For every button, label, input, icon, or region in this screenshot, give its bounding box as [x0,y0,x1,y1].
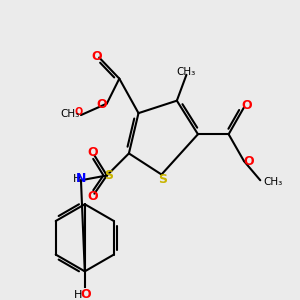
Text: O: O [92,50,102,63]
Text: O: O [80,288,91,300]
Text: O: O [88,146,98,159]
Text: O: O [88,190,98,203]
Text: S: S [158,173,167,186]
Text: O: O [96,98,107,112]
Text: CH₃: CH₃ [60,109,80,118]
Text: S: S [104,169,113,182]
Text: CH₃: CH₃ [264,177,283,187]
Text: H: H [73,174,81,184]
Text: O: O [244,154,254,168]
Text: O: O [241,100,252,112]
Text: CH₃: CH₃ [177,68,196,77]
Text: N: N [76,172,87,185]
Text: H: H [74,290,82,300]
Text: O: O [74,107,82,117]
